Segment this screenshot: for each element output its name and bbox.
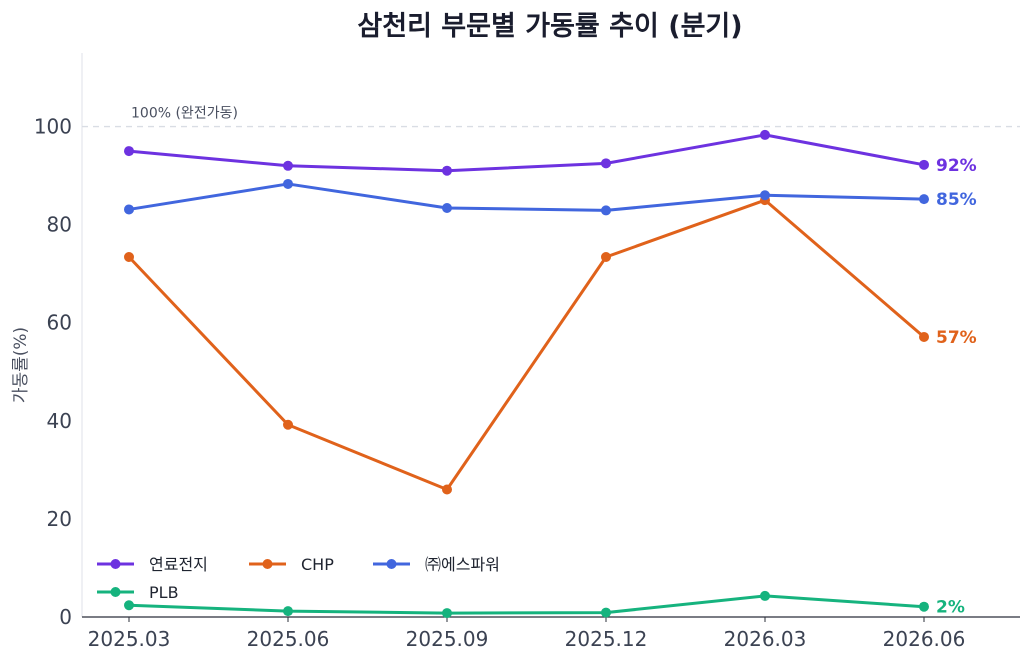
data-point	[283, 160, 293, 171]
data-point	[442, 202, 452, 213]
y-axis: 0 20 40 60 80 100 가동률(%)	[11, 53, 83, 629]
data-point	[760, 190, 770, 201]
x-tick-label: 2025.03	[88, 627, 171, 651]
legend-item: CHP	[249, 555, 334, 574]
end-value-label: 92%	[936, 156, 977, 176]
x-tick-label: 2026.06	[883, 627, 966, 651]
series-group: 92% 57% 85% 2%	[124, 129, 977, 619]
data-point	[601, 607, 611, 618]
data-point	[601, 252, 611, 263]
data-point	[124, 146, 134, 157]
end-value-label: 85%	[936, 190, 977, 210]
data-point	[124, 600, 134, 611]
series-3: 85%	[124, 178, 977, 216]
x-tick-label: 2025.09	[406, 627, 489, 651]
legend-swatch-marker	[386, 559, 397, 569]
x-tick-label: 2026.03	[724, 627, 807, 651]
data-point	[760, 590, 770, 601]
legend-swatch-marker	[110, 587, 121, 597]
data-point	[760, 129, 770, 140]
data-point	[283, 178, 293, 189]
y-tick-label: 80	[47, 213, 72, 237]
x-tick-label: 2025.12	[565, 627, 648, 651]
reference-line-group: 100% (완전가동)	[82, 106, 1020, 128]
legend-swatch-marker	[262, 559, 273, 569]
y-tick-label: 20	[47, 507, 72, 531]
x-axis: 2025.03 2025.06 2025.09 2025.12 2026.03 2026.…	[82, 616, 1020, 651]
y-tick-label: 40	[47, 409, 72, 433]
series-line	[128, 594, 925, 615]
y-axis-label: 가동률(%)	[11, 327, 31, 403]
series-line	[127, 198, 925, 491]
reference-line-label: 100% (완전가동)	[131, 106, 238, 122]
data-point	[601, 205, 611, 216]
legend-item: ㈜에스파워	[373, 555, 500, 574]
data-point	[919, 601, 929, 612]
y-tick-label: 0	[59, 605, 72, 629]
legend-label: PLB	[149, 583, 179, 602]
data-point	[283, 606, 293, 617]
legend-label: CHP	[301, 555, 334, 574]
y-tick-label: 100	[34, 115, 72, 139]
legend-label: ㈜에스파워	[425, 555, 500, 574]
data-point	[442, 165, 452, 176]
data-point	[919, 159, 929, 170]
chart-title: 삼천리 부문별 가동률 추이 (분기)	[357, 11, 742, 42]
data-point	[124, 252, 134, 263]
legend: 연료전지 CHP ㈜에스파워 PLB	[97, 555, 500, 602]
data-point	[601, 158, 611, 169]
series-2: 57%	[124, 195, 977, 495]
data-point	[124, 204, 134, 215]
y-tick-label: 60	[47, 311, 72, 335]
x-tick-label: 2025.06	[247, 627, 330, 651]
data-point	[442, 484, 452, 495]
series-line	[128, 133, 925, 173]
end-value-label: 57%	[936, 328, 977, 348]
end-value-label: 2%	[936, 598, 965, 618]
series-1: 92%	[124, 129, 977, 176]
legend-item: PLB	[97, 583, 179, 602]
legend-label: 연료전지	[149, 555, 208, 574]
legend-swatch-marker	[110, 559, 121, 569]
legend-item: 연료전지	[97, 555, 208, 574]
data-point	[442, 608, 452, 619]
data-point	[919, 331, 929, 342]
series-line	[128, 182, 925, 212]
data-point	[283, 419, 293, 430]
data-point	[919, 194, 929, 205]
series-4: 2%	[124, 590, 965, 619]
